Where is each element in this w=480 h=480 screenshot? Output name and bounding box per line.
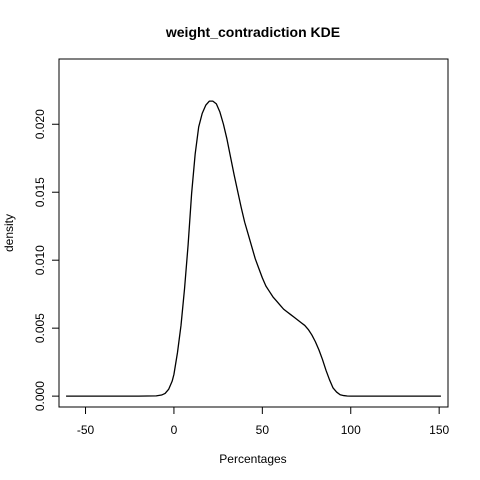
- y-tick-label: 0.005: [33, 313, 47, 343]
- density-curve: [66, 100, 441, 397]
- y-tick-label: 0.015: [33, 177, 47, 207]
- x-axis: -50 0 50 100 150: [77, 406, 449, 437]
- x-tick-label: 150: [429, 423, 449, 437]
- chart-title: weight_contradiction KDE: [165, 24, 340, 40]
- y-axis-label: density: [2, 214, 16, 252]
- x-tick-label: 0: [171, 423, 178, 437]
- y-tick-label: 0.010: [33, 245, 47, 275]
- series-layer: [66, 100, 441, 397]
- y-tick-label: 0.020: [33, 109, 47, 139]
- y-axis: 0.000 0.005 0.010 0.015 0.020: [33, 109, 60, 411]
- x-axis-label: Percentages: [219, 452, 286, 466]
- x-tick-label: -50: [77, 423, 95, 437]
- x-tick-label: 100: [341, 423, 361, 437]
- x-tick-label: 50: [256, 423, 270, 437]
- y-tick-label: 0.000: [33, 381, 47, 411]
